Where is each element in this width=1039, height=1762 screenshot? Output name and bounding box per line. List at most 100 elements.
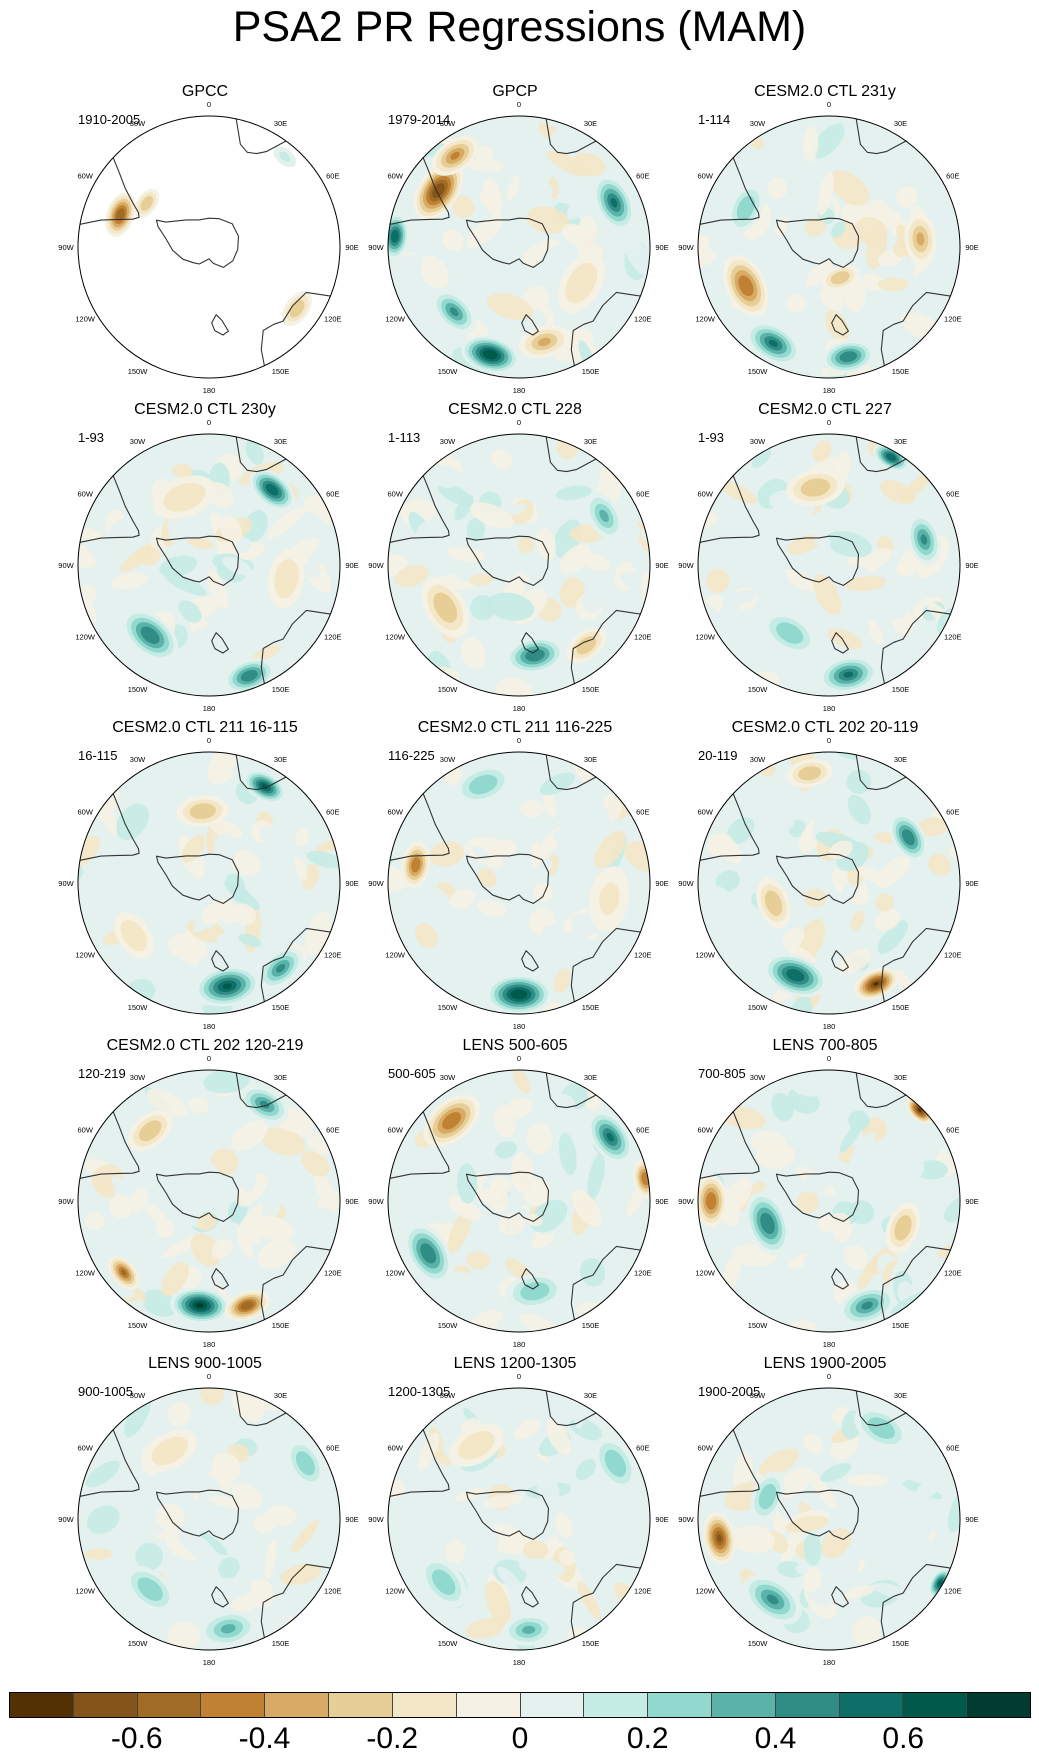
longitude-label: 90E [965, 561, 978, 570]
panel-title: GPCP [492, 83, 538, 100]
longitude-label: 30W [750, 1073, 766, 1082]
anomaly-patch [545, 1418, 571, 1455]
anomaly-patch [856, 866, 888, 884]
anomaly-patch [803, 1533, 822, 1566]
map-panel: LENS 1200-1305 1200-1305 0 30E 60E 90E 120E 150… [350, 1354, 680, 1667]
colorbar-swatch [711, 1693, 776, 1717]
anomaly-contour [839, 351, 858, 363]
south-america-coastline [79, 1111, 140, 1179]
anomaly-patch [761, 258, 796, 296]
longitude-label: 180 [203, 1340, 216, 1349]
longitude-label: 30E [274, 437, 287, 446]
panel-period: 1200-1305 [388, 1384, 451, 1399]
anomaly-patch [465, 216, 503, 249]
map-border [697, 1069, 961, 1333]
anomaly-contour [604, 1449, 627, 1477]
anomaly-contour [610, 198, 618, 208]
longitude-label: 30W [130, 119, 146, 128]
longitude-label: 150E [582, 685, 600, 694]
longitude-label: 90E [965, 243, 978, 252]
anomaly-patch [928, 853, 952, 876]
antarctica-coastline [155, 1171, 240, 1222]
anomaly-patch [210, 1148, 239, 1176]
coastlines [79, 436, 331, 684]
new-zealand-coastline [521, 314, 539, 336]
anomaly-contour [432, 183, 445, 198]
anomaly-patch [800, 1116, 821, 1132]
panel-period: 1-93 [78, 430, 105, 445]
anomaly-contour [482, 349, 498, 360]
anomaly-patch [796, 1190, 819, 1214]
contour-layer [78, 752, 340, 1014]
longitude-label: 180 [823, 1658, 836, 1667]
longitude-label: 150E [582, 1003, 600, 1012]
anomaly-patch [483, 1187, 501, 1205]
south-america-coastline [79, 1429, 140, 1497]
longitude-label: 120W [695, 1269, 716, 1278]
antarctica-coastline [465, 535, 550, 586]
longitude-label: 150W [748, 1321, 769, 1330]
panel-title: LENS 900-1005 [148, 1355, 262, 1372]
anomaly-patch [520, 800, 544, 818]
polar-map: 0 30E 60E 90E 120E 150E 180 150W 120W 90W 60W 30W [58, 100, 358, 395]
anomaly-patch [208, 1495, 255, 1510]
anomaly-patch [876, 510, 889, 531]
anomaly-patch [388, 862, 408, 892]
anomaly-patch [317, 1190, 340, 1209]
anomaly-patch [848, 1110, 870, 1131]
anomaly-patch [257, 1239, 296, 1269]
longitude-label: 180 [823, 1022, 836, 1031]
anomaly-patch [525, 1213, 543, 1227]
map-border [77, 115, 341, 379]
map-panel: GPCP 1979-2014 0 30E 60E 90E 120E 150E 180 150W 12… [350, 82, 680, 395]
coastlines [389, 118, 641, 366]
anomaly-contour [760, 1212, 775, 1234]
anomaly-patch [480, 186, 503, 210]
longitude-label: 90E [345, 1197, 358, 1206]
anomaly-patch [732, 589, 756, 603]
anomaly-patch [437, 483, 474, 507]
longitude-label: 90W [368, 561, 384, 570]
anomaly-patch [419, 256, 449, 289]
panel-title: LENS 500-605 [462, 1037, 568, 1054]
longitude-label: 120E [324, 951, 342, 960]
colorbar-tick-label: -0.4 [238, 1722, 291, 1755]
longitude-label: 60E [946, 808, 959, 817]
africa-coastline [545, 436, 597, 473]
anomaly-contour [411, 857, 421, 873]
anomaly-contour [738, 275, 754, 297]
longitude-label: 90E [345, 879, 358, 888]
panel-period: 16-115 [78, 748, 118, 763]
anomaly-patch [146, 1088, 188, 1117]
anomaly-patch [78, 835, 101, 868]
longitude-label: 90W [678, 561, 694, 570]
contour-layer [404, 1070, 650, 1332]
australia-coastline [880, 1245, 951, 1320]
longitude-label: 60E [636, 1126, 649, 1135]
anomaly-patch [109, 1193, 133, 1219]
anomaly-patch [576, 215, 598, 256]
south-america-coastline [389, 793, 450, 861]
anomaly-patch [872, 1583, 913, 1599]
anomaly-patch [482, 1494, 524, 1508]
longitude-label: 60E [636, 172, 649, 181]
anomaly-patch [449, 888, 475, 909]
anomaly-patch [783, 569, 817, 591]
anomaly-patch [594, 830, 627, 869]
anomaly-patch [513, 1419, 541, 1440]
longitude-label: 120W [75, 633, 96, 642]
map-border [77, 751, 341, 1015]
map-panel: LENS 900-1005 900-1005 0 30E 60E 90E 120E 150E 1… [40, 1354, 370, 1667]
longitude-label: 150W [438, 1321, 459, 1330]
south-america-coastline [699, 1429, 760, 1497]
longitude-label: 60W [77, 1444, 93, 1453]
anomaly-patch [785, 996, 813, 1014]
anomaly-contour [873, 981, 879, 986]
longitude-label: 150E [582, 1639, 600, 1648]
anomaly-patch [196, 623, 230, 638]
new-zealand-coastline [521, 1586, 539, 1608]
longitude-label: 0 [827, 100, 831, 109]
anomaly-patch [785, 1515, 830, 1533]
longitude-label: 90W [678, 1515, 694, 1524]
anomaly-patch [576, 927, 605, 968]
